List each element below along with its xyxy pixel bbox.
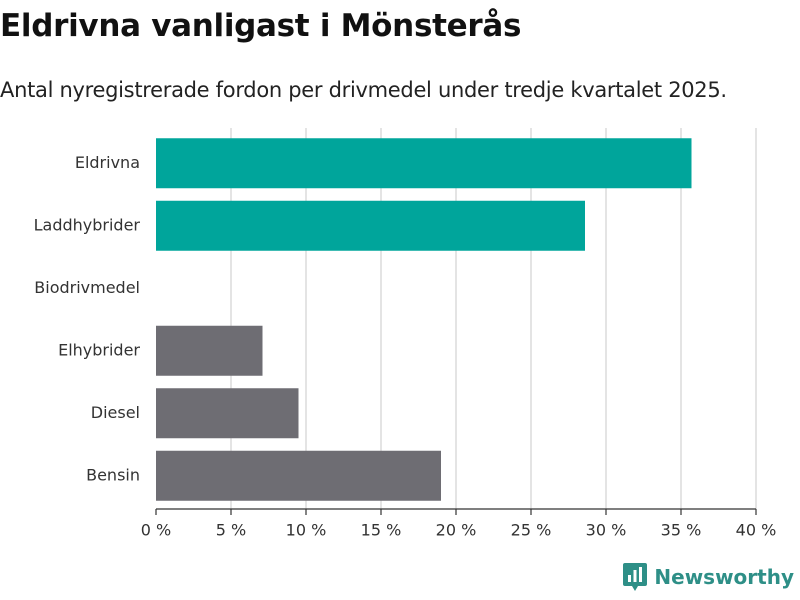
category-label: Biodrivmedel bbox=[34, 278, 140, 297]
x-tick-label: 0 % bbox=[141, 521, 171, 540]
x-tick-label: 35 % bbox=[661, 521, 702, 540]
category-label: Bensin bbox=[86, 465, 140, 484]
category-label: Diesel bbox=[91, 403, 140, 422]
x-tick-label: 25 % bbox=[511, 521, 552, 540]
x-tick-label: 30 % bbox=[586, 521, 627, 540]
x-tick-label: 40 % bbox=[736, 521, 777, 540]
bar-elhybrider bbox=[156, 325, 263, 376]
x-tick-label: 15 % bbox=[361, 521, 402, 540]
bar-eldrivna bbox=[156, 138, 692, 189]
grid bbox=[230, 128, 757, 509]
chart-subtitle: Antal nyregistrerade fordon per drivmede… bbox=[0, 78, 727, 102]
bar-bensin bbox=[156, 450, 441, 501]
category-label: Elhybrider bbox=[58, 340, 140, 359]
axes: Eldrivna Laddhybrider Biodrivmedel Elhybrid… bbox=[34, 153, 777, 540]
category-label: Eldrivna bbox=[75, 153, 140, 172]
brand-name: Newsworthy bbox=[654, 565, 794, 589]
brand-logo: Newsworthy bbox=[622, 562, 794, 592]
bar-chart-badge-icon bbox=[623, 563, 648, 591]
bar-chart: Eldrivna Laddhybrider Biodrivmedel Elhybrid… bbox=[34, 128, 777, 540]
category-label: Laddhybrider bbox=[34, 215, 141, 234]
chart-title: Eldrivna vanligast i Mönsterås bbox=[0, 8, 522, 44]
x-tick-label: 20 % bbox=[436, 521, 477, 540]
bars bbox=[156, 138, 692, 501]
bar-diesel bbox=[156, 388, 299, 439]
x-tick-label: 10 % bbox=[286, 521, 327, 540]
bar-laddhybrider bbox=[156, 200, 585, 251]
x-tick-label: 5 % bbox=[216, 521, 246, 540]
